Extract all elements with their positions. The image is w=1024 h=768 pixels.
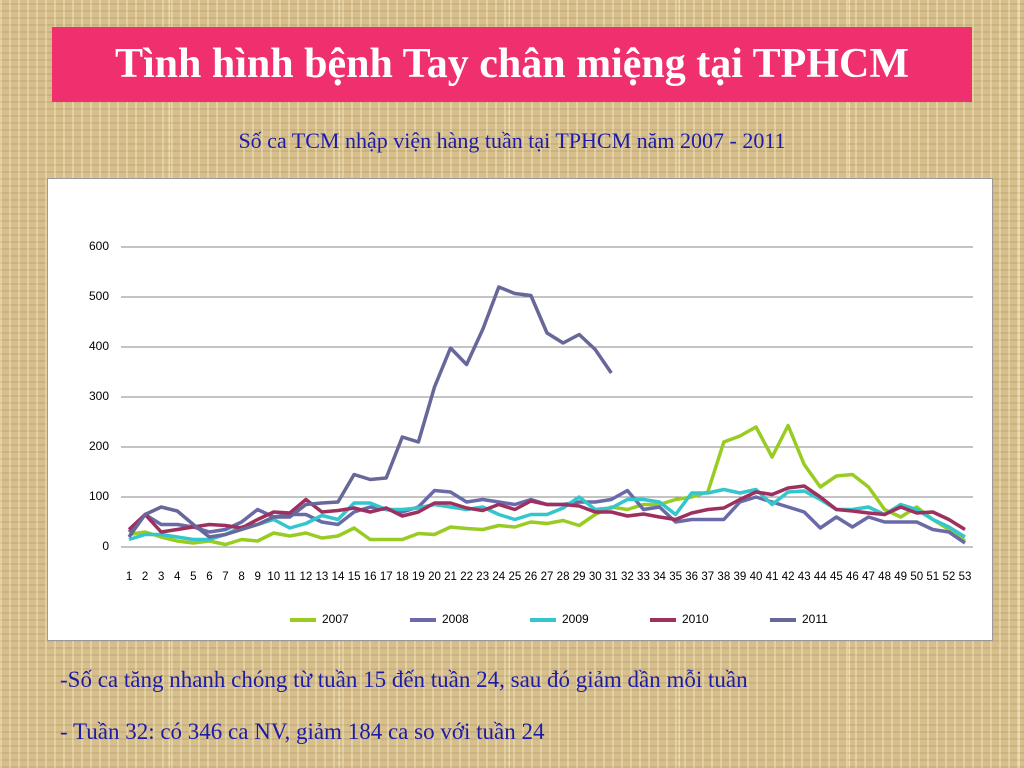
legend-label: 2007 xyxy=(322,612,349,626)
legend-label: 2008 xyxy=(442,612,469,626)
x-tick-label: 52 xyxy=(942,571,955,583)
x-tick-label: 16 xyxy=(364,571,377,583)
slide-title: Tình hình bệnh Tay chân miệng tại TPHCM xyxy=(52,27,972,102)
x-tick-label: 46 xyxy=(846,571,859,583)
x-tick-label: 22 xyxy=(460,571,473,583)
x-tick-label: 34 xyxy=(653,571,666,583)
x-tick-label: 6 xyxy=(206,571,212,583)
x-tick-label: 9 xyxy=(254,571,260,583)
note: - Tuần 32: có 346 ca NV, giảm 184 ca so … xyxy=(60,719,545,744)
x-tick-label: 40 xyxy=(750,571,763,583)
x-tick-label: 44 xyxy=(814,571,827,583)
x-tick-label: 39 xyxy=(734,571,747,583)
chart-frame: 0 100 200 300 400 500 600 1 2 3 4 5 6 7 8 9 10 11 12 13 14 15… xyxy=(47,178,993,641)
y-tick-label: 0 xyxy=(102,539,109,553)
x-tick-label: 20 xyxy=(428,571,441,583)
series-line xyxy=(127,484,966,534)
x-tick-label: 5 xyxy=(190,571,196,583)
x-tick-label: 45 xyxy=(830,571,843,583)
x-tick-label: 26 xyxy=(525,571,538,583)
x-tick-label: 41 xyxy=(766,571,779,583)
x-tick-label: 29 xyxy=(573,571,586,583)
x-tick-label: 23 xyxy=(476,571,489,583)
x-tick-label: 1 xyxy=(126,571,132,583)
y-tick-label: 600 xyxy=(89,239,109,253)
x-tick-label: 27 xyxy=(541,571,554,583)
y-tick-label: 300 xyxy=(89,389,109,403)
x-tick-label: 21 xyxy=(444,571,457,583)
y-tick-label: 400 xyxy=(89,339,109,353)
series-line xyxy=(128,423,967,547)
chart-subtitle: Số ca TCM nhập viện hàng tuần tại TPHCM … xyxy=(238,128,786,153)
x-tick-label: 11 xyxy=(284,571,296,583)
legend-label: 2009 xyxy=(562,612,589,626)
x-tick-label: 4 xyxy=(174,571,181,583)
x-tick-label: 13 xyxy=(316,571,329,583)
x-tick-label: 38 xyxy=(717,571,730,583)
x-tick-label: 42 xyxy=(782,571,795,583)
x-tick-label: 8 xyxy=(238,571,244,583)
series-line xyxy=(127,488,966,545)
x-tick-label: 36 xyxy=(685,571,698,583)
y-tick-label: 500 xyxy=(89,289,109,303)
series-line xyxy=(127,285,613,539)
y-tick-label: 100 xyxy=(89,489,109,503)
x-tick-label: 30 xyxy=(589,571,602,583)
x-tick-label: 24 xyxy=(492,571,505,583)
x-tick-label: 47 xyxy=(862,571,875,583)
x-tick-label: 17 xyxy=(380,571,393,583)
x-tick-label: 49 xyxy=(894,571,907,583)
x-tick-label: 53 xyxy=(959,571,972,583)
x-tick-label: 15 xyxy=(348,571,361,583)
x-tick-label: 7 xyxy=(222,571,228,583)
x-tick-label: 33 xyxy=(637,571,650,583)
x-tick-label: 50 xyxy=(910,571,923,583)
x-tick-label: 43 xyxy=(798,571,811,583)
x-tick-label: 51 xyxy=(926,571,939,583)
x-tick-label: 31 xyxy=(605,571,618,583)
x-tick-label: 32 xyxy=(621,571,634,583)
x-tick-label: 2 xyxy=(142,571,148,583)
x-tick-label: 25 xyxy=(508,571,521,583)
x-tick-label: 37 xyxy=(701,571,714,583)
x-tick-label: 18 xyxy=(396,571,409,583)
x-tick-label: 48 xyxy=(878,571,891,583)
x-tick-label: 35 xyxy=(669,571,682,583)
y-tick-label: 200 xyxy=(89,439,109,453)
x-tick-label: 14 xyxy=(332,571,345,583)
x-tick-label: 28 xyxy=(557,571,570,583)
note: -Số ca tăng nhanh chóng từ tuần 15 đến t… xyxy=(60,667,748,692)
x-tick-label: 12 xyxy=(299,571,312,583)
legend-label: 2010 xyxy=(682,612,709,626)
x-tick-label: 19 xyxy=(412,571,425,583)
legend-label: 2011 xyxy=(802,612,828,626)
x-tick-label: 3 xyxy=(158,571,164,583)
x-tick-label: 10 xyxy=(267,571,280,583)
